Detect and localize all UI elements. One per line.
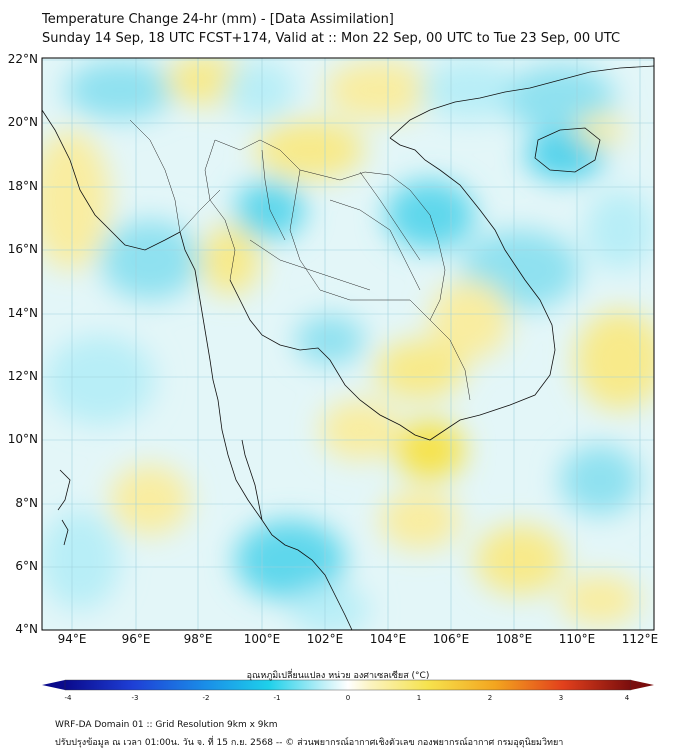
lon-label: 98°E (183, 632, 213, 646)
colorbar-tick: 4 (624, 694, 630, 702)
graticule (42, 58, 654, 630)
lon-label: 110°E (558, 632, 596, 646)
lon-label: 104°E (369, 632, 407, 646)
colorbar-tick: -2 (202, 694, 210, 702)
coastlines (42, 65, 654, 630)
lon-label: 94°E (57, 632, 87, 646)
colorbar-tick: 3 (558, 694, 564, 702)
lat-label: 12°N (7, 369, 38, 383)
colorbar-tick: -1 (273, 694, 281, 702)
lon-label: 100°E (243, 632, 281, 646)
lat-label: 20°N (7, 115, 38, 129)
lon-label: 96°E (121, 632, 151, 646)
lon-label: 112°E (621, 632, 659, 646)
colorbar-arrow-right (631, 680, 654, 690)
lat-label: 22°N (7, 52, 38, 66)
lat-label: 4°N (15, 622, 38, 636)
admin-boundaries (129, 119, 471, 401)
lon-label: 106°E (432, 632, 470, 646)
chart-title-line1: Temperature Change 24-hr (mm) - [Data As… (42, 12, 394, 27)
colorbar-title: อุณหภูมิเปลี่ยนแปลง หน่วย องศาเซลเซียส (… (246, 671, 430, 681)
lon-label: 102°E (306, 632, 344, 646)
lat-label: 10°N (7, 432, 38, 446)
colorbar-arrow-left (42, 680, 65, 690)
lat-label: 8°N (15, 496, 38, 510)
colorbar (42, 679, 654, 691)
colorbar-tick: 1 (416, 694, 422, 702)
lon-label: 108°E (495, 632, 533, 646)
colorbar-tick: 2 (487, 694, 493, 702)
lat-label: 6°N (15, 559, 38, 573)
chart-title-line2: Sunday 14 Sep, 18 UTC FCST+174, Valid at… (42, 31, 621, 46)
colorbar-tick: -4 (64, 694, 72, 702)
map-frame (41, 57, 655, 631)
lat-label: 18°N (7, 179, 38, 193)
footer-line1: WRF-DA Domain 01 :: Grid Resolution 9km … (55, 720, 278, 730)
footer-line2: ปรับปรุงข้อมูล ณ เวลา 01:00น. วัน จ. ที่… (55, 738, 564, 748)
colorbar-tick: -3 (131, 694, 139, 702)
temperature-field (42, 58, 654, 630)
colorbar-tick: 0 (345, 694, 351, 702)
lat-label: 16°N (7, 242, 38, 256)
lat-label: 14°N (7, 306, 38, 320)
